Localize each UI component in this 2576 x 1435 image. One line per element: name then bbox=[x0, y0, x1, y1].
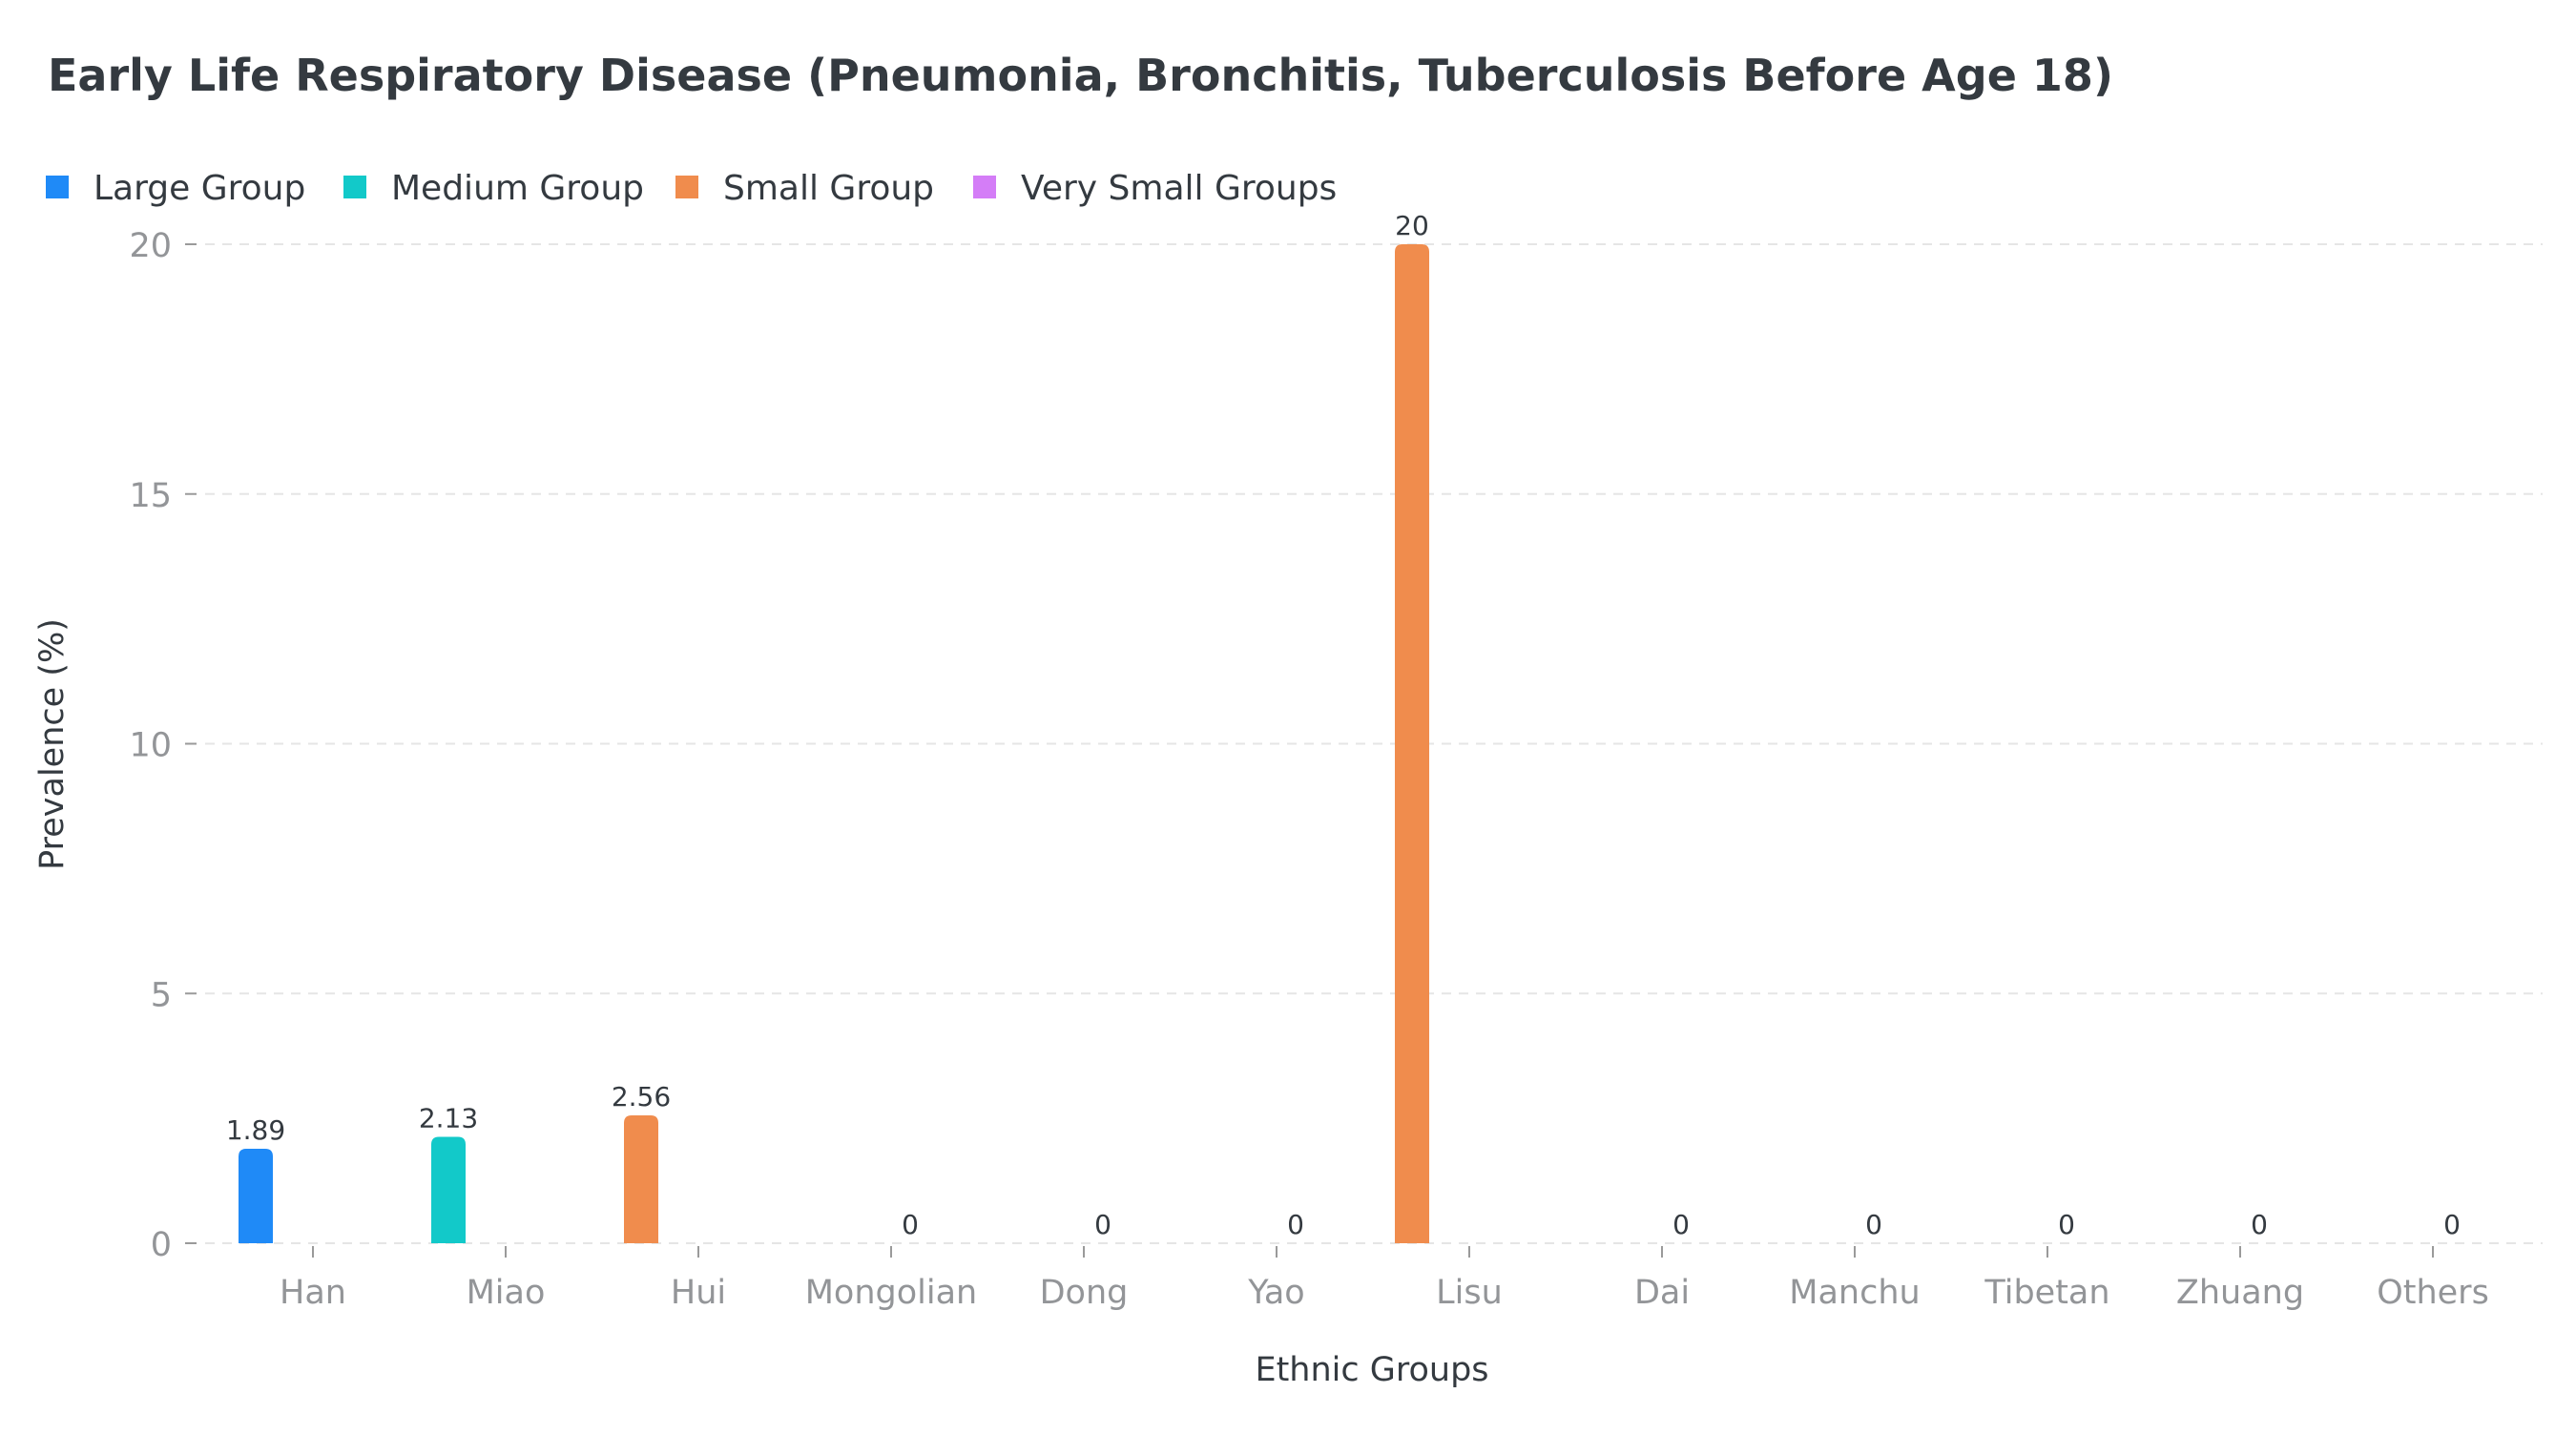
x-tick-label: Tibetan bbox=[1984, 1274, 2109, 1312]
legend: Large Group Medium Group Small Group Very S… bbox=[46, 169, 1337, 208]
x-tick-label: Dai bbox=[1634, 1274, 1690, 1312]
data-label: 2.56 bbox=[612, 1081, 671, 1113]
legend-swatch bbox=[46, 176, 69, 198]
y-tick-label: 20 bbox=[129, 227, 172, 265]
x-tick-label: Mongolian bbox=[805, 1274, 978, 1312]
data-label: 20 bbox=[1395, 210, 1429, 241]
x-tick-label: Han bbox=[280, 1274, 346, 1312]
legend-label: Large Group bbox=[93, 169, 305, 208]
y-tick-label: 15 bbox=[129, 477, 172, 515]
data-label: 0 bbox=[2251, 1209, 2268, 1240]
x-axis-title: Ethnic Groups bbox=[1255, 1351, 1488, 1389]
bar-han bbox=[239, 1149, 273, 1243]
data-label: 0 bbox=[1865, 1209, 1882, 1240]
legend-label: Very Small Groups bbox=[1021, 169, 1337, 208]
data-label: 0 bbox=[902, 1209, 919, 1240]
y-tick-label: 0 bbox=[151, 1226, 172, 1264]
bars bbox=[239, 244, 1429, 1243]
chart-title: Early Life Respiratory Disease (Pneumoni… bbox=[48, 50, 2113, 101]
x-tick-label: Lisu bbox=[1436, 1274, 1503, 1312]
y-axis-title: Prevalence (%) bbox=[33, 618, 72, 870]
x-tick-label: Hui bbox=[671, 1274, 726, 1312]
legend-swatch bbox=[343, 176, 366, 198]
x-tick-label: Zhuang bbox=[2176, 1274, 2304, 1312]
y-tick-label: 5 bbox=[151, 976, 172, 1014]
bar-miao bbox=[431, 1136, 466, 1243]
bar-lisu bbox=[1395, 244, 1429, 1243]
data-label: 0 bbox=[1094, 1209, 1111, 1240]
x-tick-label: Yao bbox=[1247, 1274, 1304, 1312]
data-label: 0 bbox=[2443, 1209, 2461, 1240]
x-tick-label: Manchu bbox=[1789, 1274, 1920, 1312]
data-labels: 1.89 2.13 2.56 0 0 0 20 0 0 0 0 0 bbox=[226, 210, 2461, 1240]
legend-label: Small Group bbox=[723, 169, 934, 208]
data-label: 0 bbox=[1287, 1209, 1304, 1240]
data-label: 0 bbox=[1672, 1209, 1690, 1240]
y-axis: 0 5 10 15 20 bbox=[129, 227, 197, 1264]
legend-label: Medium Group bbox=[391, 169, 644, 208]
legend-swatch bbox=[973, 176, 996, 198]
y-tick-label: 10 bbox=[129, 727, 172, 765]
x-tick-label: Miao bbox=[467, 1274, 546, 1312]
x-tick-label: Others bbox=[2377, 1274, 2489, 1312]
bar-hui bbox=[624, 1114, 658, 1243]
data-label: 0 bbox=[2058, 1209, 2075, 1240]
gridlines bbox=[205, 243, 2543, 1244]
x-axis: Han Miao Hui Mongolian Dong Yao Lisu Dai Manchu T… bbox=[280, 1246, 2489, 1312]
data-label: 1.89 bbox=[226, 1114, 285, 1146]
legend-swatch bbox=[675, 176, 698, 198]
data-label: 2.13 bbox=[419, 1102, 478, 1133]
x-tick-label: Dong bbox=[1040, 1274, 1129, 1312]
